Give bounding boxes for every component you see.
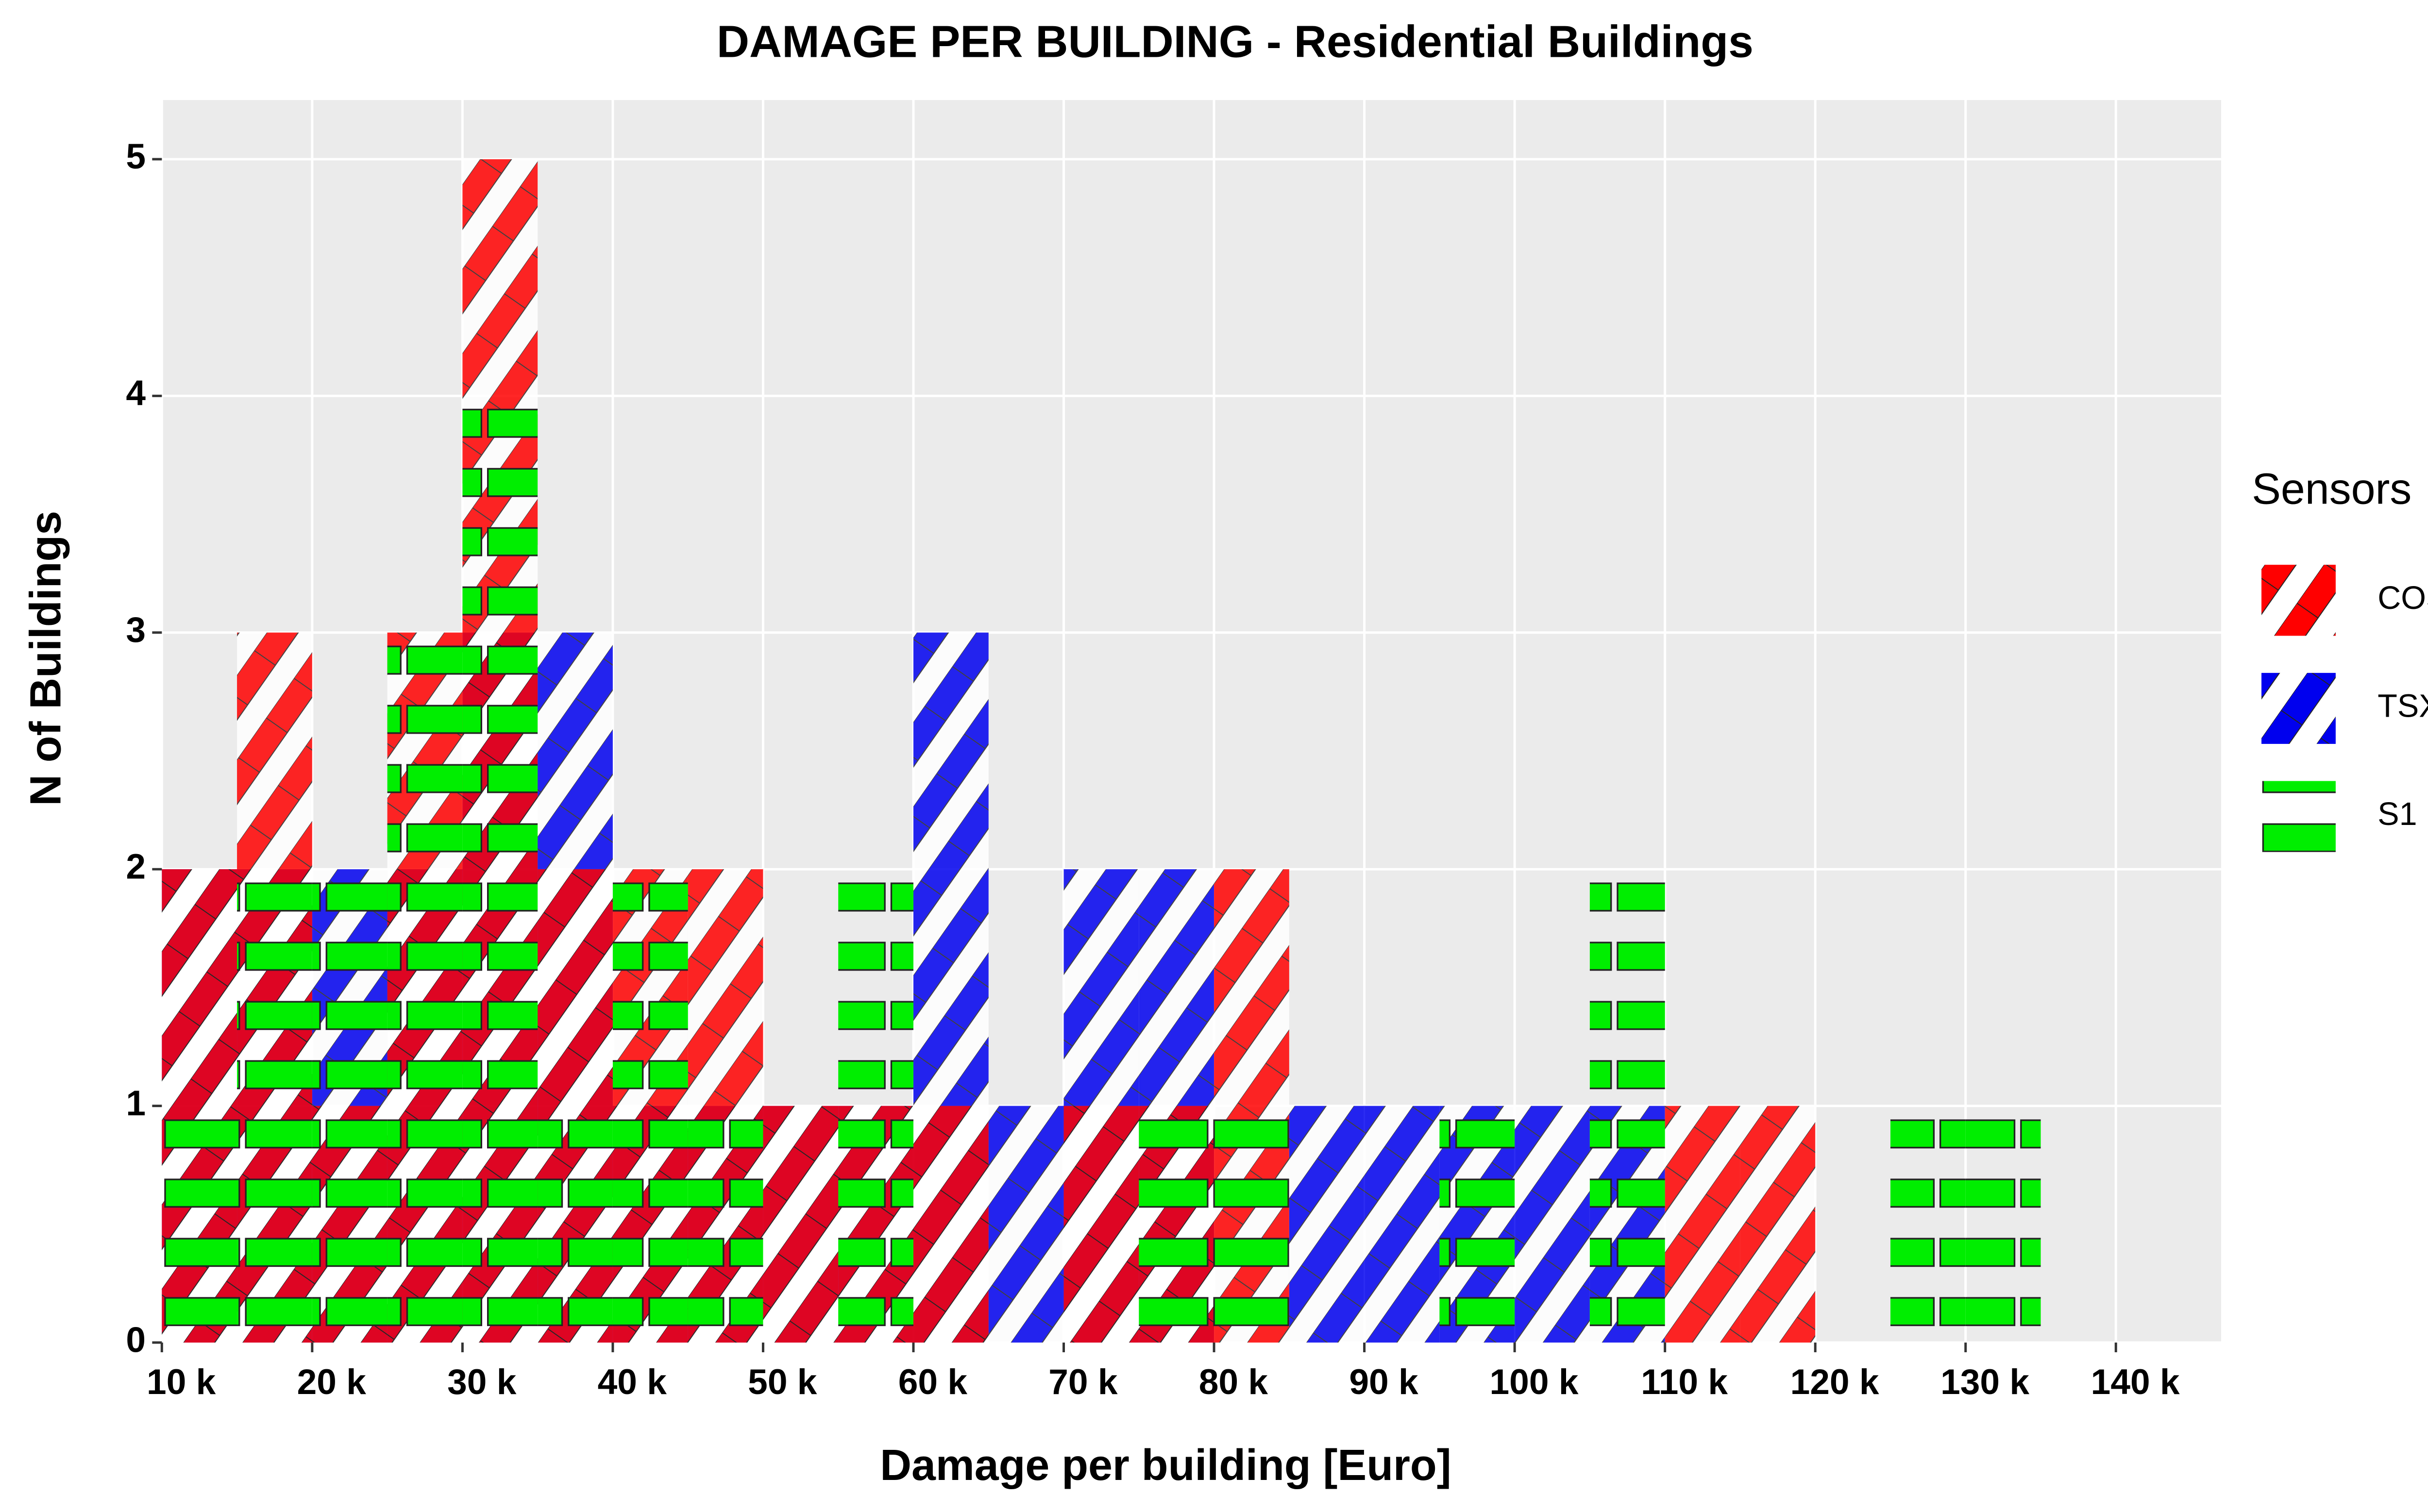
- y-tick-label: 4: [126, 374, 146, 413]
- x-tick-label: 40 k: [598, 1362, 667, 1402]
- bar: [1589, 869, 1665, 1343]
- y-tick-label: 3: [126, 610, 146, 650]
- x-axis-label: Damage per building [Euro]: [880, 1441, 1451, 1490]
- bar: [387, 632, 463, 1343]
- bar: [1364, 1106, 1440, 1343]
- legend-label: COSMO: [2377, 580, 2428, 616]
- bar: [838, 869, 913, 1343]
- bar: [1139, 1106, 1214, 1343]
- x-tick-label: 10 k: [147, 1362, 216, 1402]
- bar: [988, 1106, 1064, 1343]
- bar: [312, 869, 388, 1343]
- y-tick-label: 0: [126, 1320, 146, 1360]
- x-tick-label: 130 k: [1940, 1362, 2029, 1402]
- bar: [162, 1106, 237, 1343]
- y-tick-label: 1: [126, 1084, 146, 1123]
- bar: [612, 869, 688, 1343]
- bar: [1965, 1106, 2041, 1343]
- legend-label: S1: [2377, 796, 2417, 832]
- bar: [1890, 1106, 1966, 1343]
- bar: [688, 1106, 763, 1343]
- x-tick-label: 120 k: [1790, 1362, 1879, 1402]
- y-tick-label: 5: [126, 137, 146, 176]
- x-tick-label: 70 k: [1048, 1362, 1118, 1402]
- x-tick-label: 80 k: [1199, 1362, 1268, 1402]
- x-tick-label: 60 k: [898, 1362, 968, 1402]
- bar: [237, 869, 312, 1343]
- bar: [763, 1106, 839, 1343]
- legend-key: [2261, 672, 2336, 744]
- x-tick-label: 140 k: [2091, 1362, 2180, 1402]
- x-tick-label: 90 k: [1349, 1362, 1418, 1402]
- legend-key: [2261, 565, 2336, 636]
- bar: [1515, 1106, 1590, 1343]
- x-tick-label: 110 k: [1641, 1362, 1728, 1402]
- x-tick-label: 30 k: [447, 1362, 517, 1402]
- bar: [462, 396, 538, 1343]
- bar: [1214, 1106, 1289, 1343]
- bar: [538, 1106, 613, 1343]
- bar: [1740, 1106, 1816, 1343]
- y-tick-label: 2: [126, 847, 146, 887]
- bar: [1439, 1106, 1515, 1343]
- legend-label: TSX: [2377, 689, 2428, 724]
- x-tick-label: 50 k: [748, 1362, 817, 1402]
- y-axis-label: N of Buildings: [21, 511, 70, 806]
- bar: [1289, 1106, 1365, 1343]
- legend-key: [2261, 781, 2336, 852]
- x-tick-label: 20 k: [297, 1362, 367, 1402]
- bar: [1665, 1106, 1740, 1343]
- legend-title: Sensors: [2252, 465, 2411, 513]
- bar: [913, 1106, 989, 1343]
- bar: [1063, 1106, 1139, 1343]
- chart-title: DAMAGE PER BUILDING - Residential Buildi…: [717, 17, 1754, 67]
- x-tick-label: 100 k: [1490, 1362, 1579, 1402]
